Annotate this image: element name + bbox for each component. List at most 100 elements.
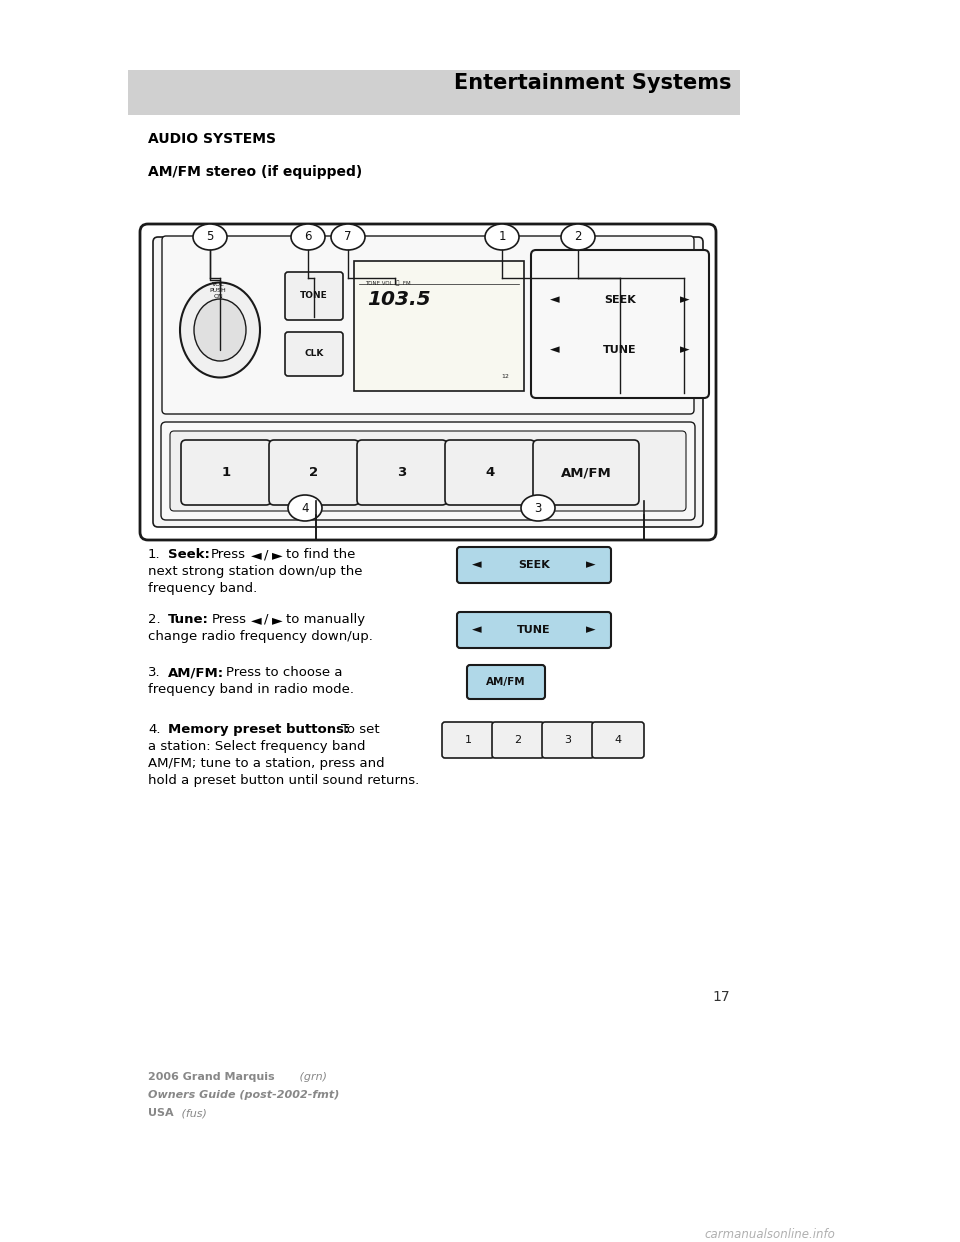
FancyBboxPatch shape (354, 261, 524, 391)
Text: ►: ► (587, 623, 596, 636)
Text: TUNE: TUNE (603, 345, 636, 355)
Text: to find the: to find the (286, 548, 355, 561)
Text: AM/FM: AM/FM (561, 466, 612, 479)
Ellipse shape (521, 496, 555, 520)
Text: /: / (264, 548, 269, 561)
FancyBboxPatch shape (457, 546, 611, 582)
Text: TONE VOL  Ⓜ  FM: TONE VOL Ⓜ FM (365, 279, 411, 286)
FancyBboxPatch shape (153, 237, 703, 527)
Text: next strong station down/up the: next strong station down/up the (148, 565, 363, 578)
Text: (fus): (fus) (178, 1108, 206, 1118)
Text: Seek:: Seek: (168, 548, 210, 561)
Text: 1: 1 (498, 231, 506, 243)
FancyBboxPatch shape (542, 722, 594, 758)
FancyBboxPatch shape (181, 440, 271, 505)
Text: 2.: 2. (148, 614, 160, 626)
Text: TONE: TONE (300, 292, 328, 301)
Text: carmanualsonline.info: carmanualsonline.info (704, 1228, 835, 1241)
FancyBboxPatch shape (162, 236, 694, 414)
Text: ◄: ◄ (472, 623, 482, 636)
Text: hold a preset button until sound returns.: hold a preset button until sound returns… (148, 774, 420, 787)
Text: 12: 12 (501, 374, 509, 379)
Text: 4: 4 (486, 466, 494, 479)
Text: CLK: CLK (304, 349, 324, 359)
Text: Press: Press (212, 614, 247, 626)
Text: AM/FM: AM/FM (486, 677, 526, 687)
Text: ►: ► (272, 548, 282, 561)
FancyBboxPatch shape (592, 722, 644, 758)
Text: ◄: ◄ (251, 614, 262, 627)
Text: SEEK: SEEK (604, 296, 636, 306)
Text: USA: USA (148, 1108, 174, 1118)
Text: 3: 3 (564, 735, 571, 745)
Text: (grn): (grn) (296, 1072, 327, 1082)
FancyBboxPatch shape (269, 440, 359, 505)
Text: 1: 1 (465, 735, 471, 745)
Text: Tune:: Tune: (168, 614, 209, 626)
FancyBboxPatch shape (285, 272, 343, 320)
Text: ◄: ◄ (550, 344, 560, 356)
Text: ◄: ◄ (472, 559, 482, 571)
Text: TUNE: TUNE (517, 625, 551, 635)
Text: AM/FM:: AM/FM: (168, 666, 224, 679)
Text: SEEK: SEEK (518, 560, 550, 570)
FancyBboxPatch shape (357, 440, 447, 505)
Text: change radio frequency down/up.: change radio frequency down/up. (148, 630, 372, 643)
Text: Press to choose a: Press to choose a (226, 666, 343, 679)
Ellipse shape (331, 224, 365, 250)
Text: 17: 17 (712, 990, 730, 1004)
Text: AUDIO SYSTEMS: AUDIO SYSTEMS (148, 132, 276, 147)
Text: 2: 2 (309, 466, 319, 479)
Text: 1: 1 (222, 466, 230, 479)
Text: 4: 4 (614, 735, 621, 745)
Text: 3: 3 (535, 502, 541, 514)
Text: ►: ► (587, 559, 596, 571)
FancyBboxPatch shape (140, 224, 716, 540)
Text: 2006 Grand Marquis: 2006 Grand Marquis (148, 1072, 275, 1082)
Text: ►: ► (681, 293, 690, 307)
Text: ►: ► (681, 344, 690, 356)
Text: /: / (264, 614, 269, 626)
Text: ◄: ◄ (251, 548, 262, 561)
Ellipse shape (180, 282, 260, 378)
Ellipse shape (561, 224, 595, 250)
Ellipse shape (288, 496, 322, 520)
Text: 3.: 3. (148, 666, 160, 679)
Text: 5: 5 (206, 231, 214, 243)
Text: Press: Press (211, 548, 246, 561)
Text: Memory preset buttons:: Memory preset buttons: (168, 723, 349, 737)
FancyBboxPatch shape (457, 612, 611, 648)
Text: 103.5: 103.5 (367, 289, 431, 309)
FancyBboxPatch shape (533, 440, 639, 505)
Text: VOL
PUSH
ON: VOL PUSH ON (209, 282, 227, 298)
Text: AM/FM; tune to a station, press and: AM/FM; tune to a station, press and (148, 758, 385, 770)
FancyBboxPatch shape (285, 332, 343, 376)
Ellipse shape (194, 299, 246, 361)
Text: to manually: to manually (286, 614, 365, 626)
Text: ◄: ◄ (550, 293, 560, 307)
FancyBboxPatch shape (442, 722, 494, 758)
Text: 2: 2 (574, 231, 582, 243)
Text: 7: 7 (345, 231, 351, 243)
Text: 3: 3 (397, 466, 407, 479)
Text: frequency band.: frequency band. (148, 582, 257, 595)
Ellipse shape (291, 224, 325, 250)
FancyBboxPatch shape (531, 250, 709, 397)
Text: 1.: 1. (148, 548, 160, 561)
Text: ►: ► (272, 614, 282, 627)
FancyBboxPatch shape (128, 70, 740, 116)
Text: 4: 4 (301, 502, 309, 514)
Text: 2: 2 (515, 735, 521, 745)
FancyBboxPatch shape (492, 722, 544, 758)
Ellipse shape (193, 224, 227, 250)
Text: Owners Guide (post-2002-fmt): Owners Guide (post-2002-fmt) (148, 1090, 340, 1100)
Text: 6: 6 (304, 231, 312, 243)
Text: Entertainment Systems: Entertainment Systems (454, 73, 732, 93)
FancyBboxPatch shape (170, 431, 686, 510)
Text: a station: Select frequency band: a station: Select frequency band (148, 740, 366, 753)
Text: 4.: 4. (148, 723, 160, 737)
Text: frequency band in radio mode.: frequency band in radio mode. (148, 683, 354, 696)
Ellipse shape (485, 224, 519, 250)
Text: AM/FM stereo (if equipped): AM/FM stereo (if equipped) (148, 165, 362, 179)
FancyBboxPatch shape (467, 664, 545, 699)
